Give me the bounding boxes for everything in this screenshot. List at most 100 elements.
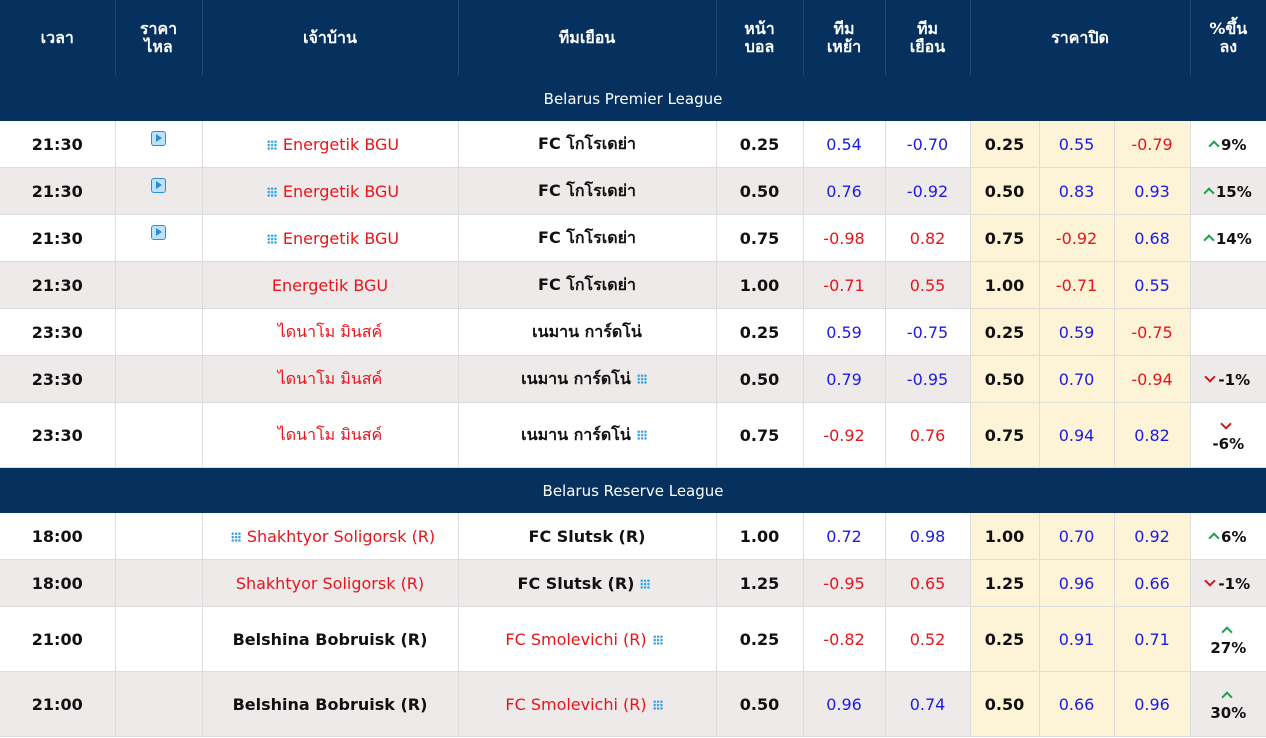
header-live-price: ราคา ไหล <box>115 0 203 76</box>
closing-handicap: 0.50 <box>970 167 1040 215</box>
league-header: Belarus Reserve League <box>0 467 1266 513</box>
match-time: 23:30 <box>0 402 116 468</box>
stats-icon[interactable] <box>640 579 651 589</box>
closing-handicap: 0.25 <box>970 308 1040 356</box>
stats-icon[interactable] <box>636 430 647 440</box>
match-time: 21:30 <box>0 167 116 215</box>
closing-handicap: 0.75 <box>970 214 1040 262</box>
header-away-odds: ทีม เยือน <box>885 0 971 76</box>
match-time: 21:00 <box>0 606 116 672</box>
closing-home-odds: 0.83 <box>1039 167 1115 215</box>
stats-icon[interactable] <box>266 234 277 244</box>
home-odds: -0.92 <box>803 402 886 468</box>
closing-away-odds: 0.93 <box>1114 167 1191 215</box>
closing-away-odds: 0.55 <box>1114 261 1191 309</box>
handicap: 0.25 <box>716 121 804 168</box>
away-odds: -0.70 <box>885 121 971 168</box>
change-cell: 15% <box>1190 167 1266 215</box>
table-row[interactable]: 21:00 Belshina Bobruisk (R) FC Smolevich… <box>0 606 1266 672</box>
away-odds: 0.98 <box>885 513 971 560</box>
table-row[interactable]: 21:30 Energetik BGU FC โกโรเดย่า 0.50 0.… <box>0 167 1266 215</box>
league-name: Belarus Reserve League <box>0 467 1266 513</box>
handicap: 0.75 <box>716 214 804 262</box>
arrow-down-icon <box>1204 371 1217 383</box>
closing-away-odds: -0.94 <box>1114 355 1191 403</box>
arrow-up-icon <box>1221 625 1233 638</box>
handicap: 1.00 <box>716 513 804 560</box>
handicap: 0.25 <box>716 308 804 356</box>
away-odds: 0.55 <box>885 261 971 309</box>
closing-away-odds: 0.71 <box>1114 606 1191 672</box>
home-team: Belshina Bobruisk (R) <box>202 606 459 672</box>
live-price-cell[interactable] <box>115 214 203 262</box>
live-chart-icon[interactable] <box>151 130 166 146</box>
closing-home-odds: 0.94 <box>1039 402 1115 468</box>
stats-icon[interactable] <box>266 187 277 197</box>
table-row[interactable]: 21:00 Belshina Bobruisk (R) FC Smolevich… <box>0 671 1266 737</box>
header-closing: ราคาปิด <box>970 0 1191 76</box>
header-change: %ขึ้น ลง <box>1190 0 1266 76</box>
home-odds: 0.76 <box>803 167 886 215</box>
match-time: 21:30 <box>0 214 116 262</box>
table-row[interactable]: 23:30 ไดนาโม มินสค์ เนมาน การ์ดโน่ 0.25 … <box>0 308 1266 356</box>
home-team: ไดนาโม มินสค์ <box>202 308 459 356</box>
closing-home-odds: 0.55 <box>1039 121 1115 168</box>
home-team: Shakhtyor Soligorsk (R) <box>202 513 459 560</box>
live-price-cell[interactable] <box>115 121 203 168</box>
arrow-up-icon <box>1203 234 1215 246</box>
header-home: เจ้าบ้าน <box>202 0 459 76</box>
home-odds: -0.82 <box>803 606 886 672</box>
closing-home-odds: 0.66 <box>1039 671 1115 737</box>
table-row[interactable]: 18:00 Shakhtyor Soligorsk (R) FC Slutsk … <box>0 513 1266 560</box>
league-name: Belarus Premier League <box>0 76 1266 121</box>
change-cell: 27% <box>1190 606 1266 672</box>
arrow-up-icon <box>1208 140 1220 152</box>
away-odds: -0.75 <box>885 308 971 356</box>
live-price-cell <box>115 606 203 672</box>
away-odds: -0.92 <box>885 167 971 215</box>
closing-home-odds: 0.91 <box>1039 606 1115 672</box>
home-odds: 0.54 <box>803 121 886 168</box>
away-odds: 0.82 <box>885 214 971 262</box>
away-team: FC Slutsk (R) <box>458 559 717 607</box>
live-chart-icon[interactable] <box>151 177 166 193</box>
stats-icon[interactable] <box>652 635 663 645</box>
change-cell: -6% <box>1190 402 1266 468</box>
away-team: FC โกโรเดย่า <box>458 121 717 168</box>
closing-away-odds: 0.82 <box>1114 402 1191 468</box>
table-row[interactable]: 23:30 ไดนาโม มินสค์ เนมาน การ์ดโน่ 0.50 … <box>0 355 1266 403</box>
table-row[interactable]: 23:30 ไดนาโม มินสค์ เนมาน การ์ดโน่ 0.75 … <box>0 402 1266 468</box>
away-odds: 0.52 <box>885 606 971 672</box>
stats-icon[interactable] <box>266 140 277 150</box>
handicap: 1.00 <box>716 261 804 309</box>
table-row[interactable]: 21:30 Energetik BGU FC โกโรเดย่า 0.75 -0… <box>0 214 1266 262</box>
away-team: FC โกโรเดย่า <box>458 261 717 309</box>
match-time: 23:30 <box>0 355 116 403</box>
live-chart-icon[interactable] <box>151 224 166 240</box>
table-header: เวลา ราคา ไหล เจ้าบ้าน ทีมเยือน หน้า บอล ท… <box>0 0 1266 76</box>
home-odds: -0.71 <box>803 261 886 309</box>
stats-icon[interactable] <box>652 700 663 710</box>
stats-icon[interactable] <box>636 374 647 384</box>
closing-handicap: 1.00 <box>970 261 1040 309</box>
away-team: FC Slutsk (R) <box>458 513 717 560</box>
closing-handicap: 1.00 <box>970 513 1040 560</box>
header-home-odds: ทีม เหย้า <box>803 0 886 76</box>
home-odds: 0.59 <box>803 308 886 356</box>
stats-icon[interactable] <box>230 532 241 542</box>
closing-home-odds: -0.92 <box>1039 214 1115 262</box>
match-time: 18:00 <box>0 559 116 607</box>
table-row[interactable]: 21:30 Energetik BGU FC โกโรเดย่า 1.00 -0… <box>0 261 1266 309</box>
home-team: Belshina Bobruisk (R) <box>202 671 459 737</box>
home-odds: 0.79 <box>803 355 886 403</box>
live-price-cell[interactable] <box>115 167 203 215</box>
table-row[interactable]: 21:30 Energetik BGU FC โกโรเดย่า 0.25 0.… <box>0 121 1266 168</box>
match-time: 23:30 <box>0 308 116 356</box>
away-team: เนมาน การ์ดโน่ <box>458 355 717 403</box>
change-cell: 6% <box>1190 513 1266 560</box>
handicap: 0.50 <box>716 671 804 737</box>
handicap: 0.50 <box>716 355 804 403</box>
table-row[interactable]: 18:00 Shakhtyor Soligorsk (R) FC Slutsk … <box>0 559 1266 607</box>
live-price-cell <box>115 402 203 468</box>
closing-away-odds: 0.92 <box>1114 513 1191 560</box>
